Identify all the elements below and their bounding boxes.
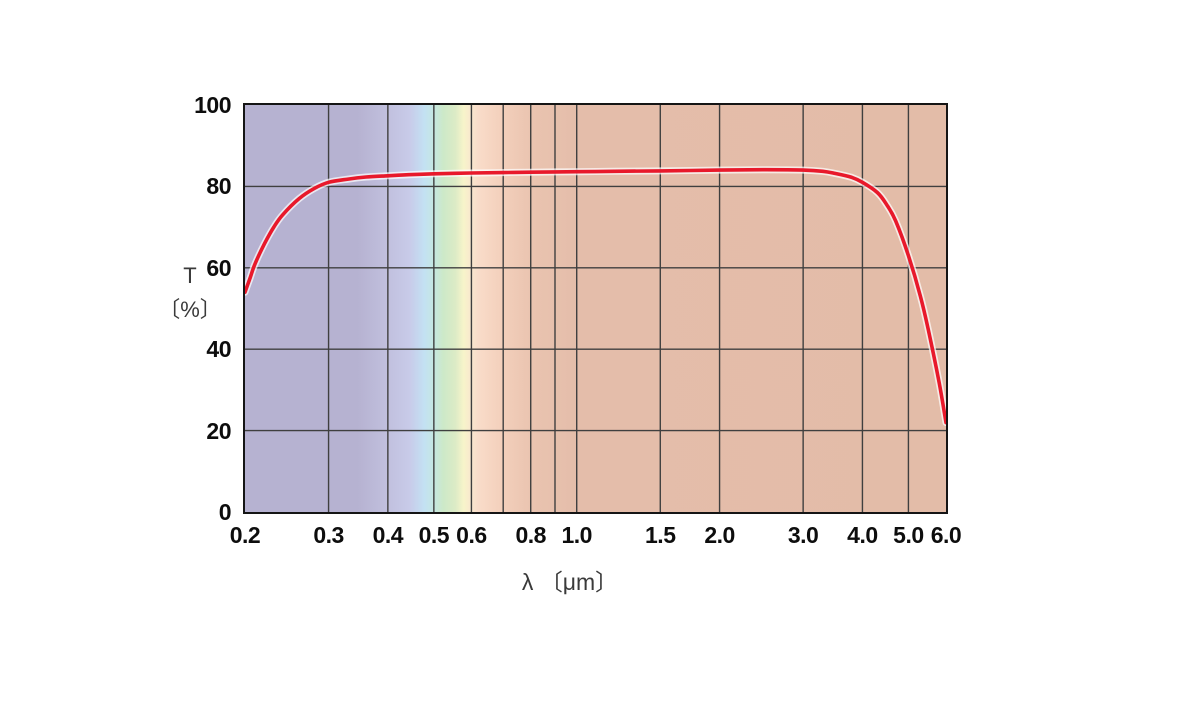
- x-tick-label: 0.6: [456, 522, 487, 548]
- y-axis-title: T 〔%〕: [152, 259, 228, 327]
- y-tick-label: 0: [218, 499, 232, 525]
- x-tick-label: 1.5: [645, 522, 676, 548]
- x-tick-label: 5.0: [893, 522, 924, 548]
- plot-canvas: [245, 105, 946, 512]
- y-axis-title-unit: 〔%〕: [158, 297, 222, 322]
- transmittance-curve: [245, 167, 946, 425]
- x-tick-label: 0.3: [313, 522, 344, 548]
- y-axis-title-symbol: T: [183, 263, 197, 288]
- y-tick-label: 40: [206, 336, 231, 363]
- plot-area: [243, 103, 948, 514]
- x-tick-label: 6.0: [930, 522, 962, 548]
- x-tick-label: 2.0: [704, 522, 735, 548]
- x-tick-label: 4.0: [847, 522, 878, 548]
- x-tick-label: 0.8: [515, 522, 546, 548]
- y-tick-label: 60: [206, 254, 231, 281]
- curve-halo: [245, 166, 946, 426]
- x-tick-label: 3.0: [787, 522, 819, 548]
- x-tick-label: 0.2: [229, 522, 261, 548]
- y-tick-label: 80: [206, 173, 231, 200]
- x-tick-label: 1.0: [561, 522, 592, 548]
- y-tick-label: 20: [206, 417, 231, 444]
- x-tick-label: 0.4: [372, 522, 404, 548]
- y-tick-label: 100: [194, 92, 231, 118]
- x-tick-label: 0.5: [418, 522, 450, 548]
- x-axis-title: λ 〔μm〕: [521, 569, 619, 595]
